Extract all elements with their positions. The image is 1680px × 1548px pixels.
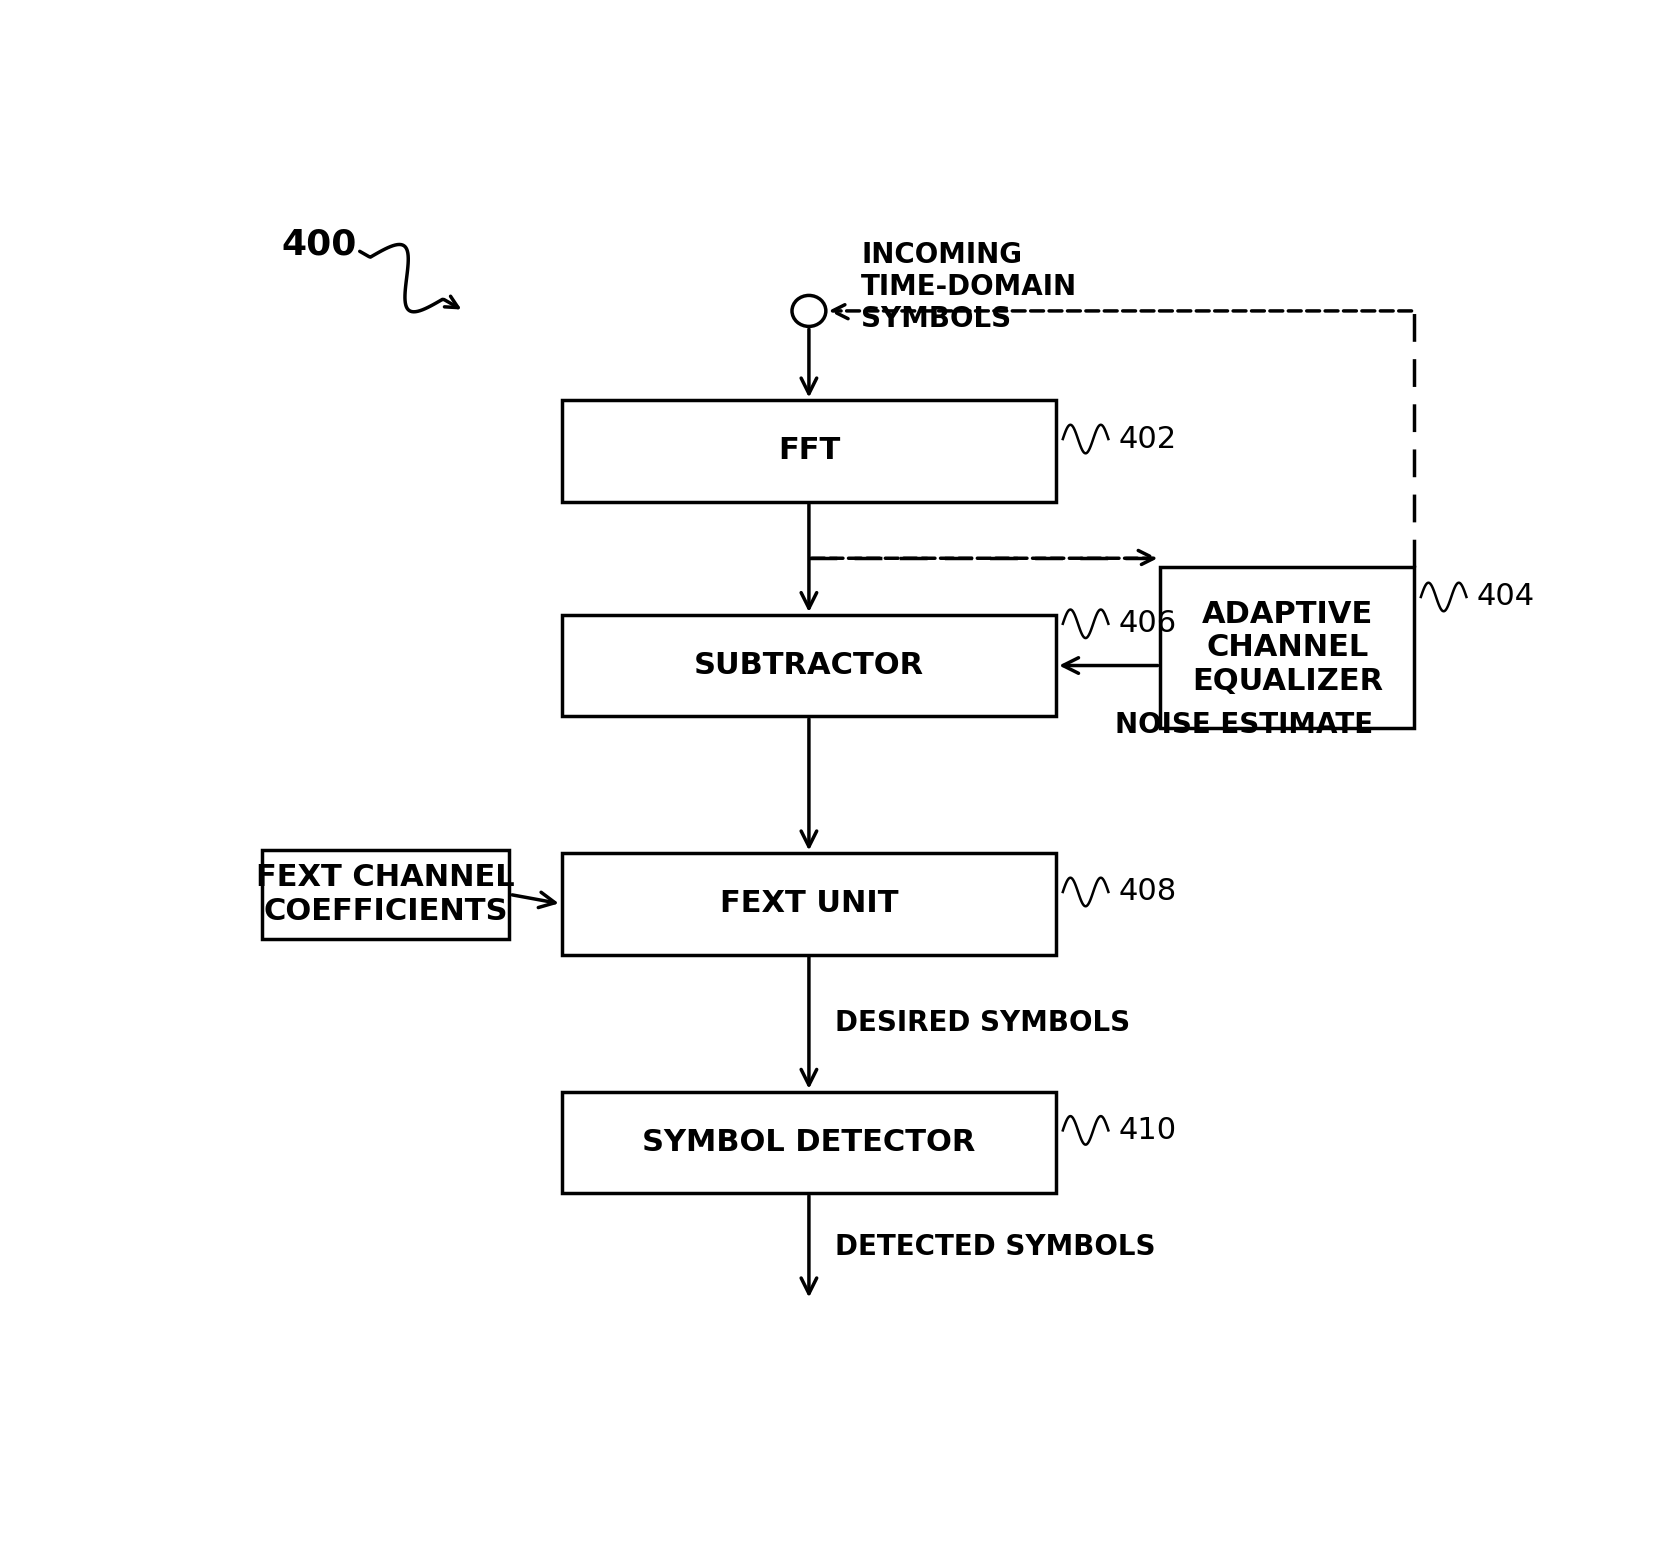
Text: SYMBOL DETECTOR: SYMBOL DETECTOR — [642, 1128, 976, 1156]
Text: 404: 404 — [1477, 582, 1536, 611]
Text: 400: 400 — [282, 228, 356, 262]
Bar — [561, 615, 1057, 717]
Text: 410: 410 — [1119, 1116, 1178, 1146]
Text: NOISE ESTIMATE: NOISE ESTIMATE — [1116, 711, 1373, 738]
Text: 402: 402 — [1119, 424, 1178, 454]
Text: DESIRED SYMBOLS: DESIRED SYMBOLS — [835, 1009, 1131, 1037]
Text: 408: 408 — [1119, 878, 1178, 907]
Bar — [561, 1091, 1057, 1194]
Text: DETECTED SYMBOLS: DETECTED SYMBOLS — [835, 1232, 1156, 1260]
Bar — [561, 853, 1057, 955]
Text: 406: 406 — [1119, 610, 1178, 638]
Text: FEXT UNIT: FEXT UNIT — [719, 890, 899, 918]
Bar — [561, 401, 1057, 502]
Bar — [1161, 567, 1415, 728]
Text: FEXT CHANNEL
COEFFICIENTS: FEXT CHANNEL COEFFICIENTS — [257, 864, 516, 926]
Text: SUBTRACTOR: SUBTRACTOR — [694, 652, 924, 680]
Bar — [262, 850, 509, 940]
Text: FFT: FFT — [778, 437, 840, 466]
Text: INCOMING
TIME-DOMAIN
SYMBOLS: INCOMING TIME-DOMAIN SYMBOLS — [862, 240, 1077, 333]
Text: ADAPTIVE
CHANNEL
EQUALIZER: ADAPTIVE CHANNEL EQUALIZER — [1191, 599, 1383, 695]
